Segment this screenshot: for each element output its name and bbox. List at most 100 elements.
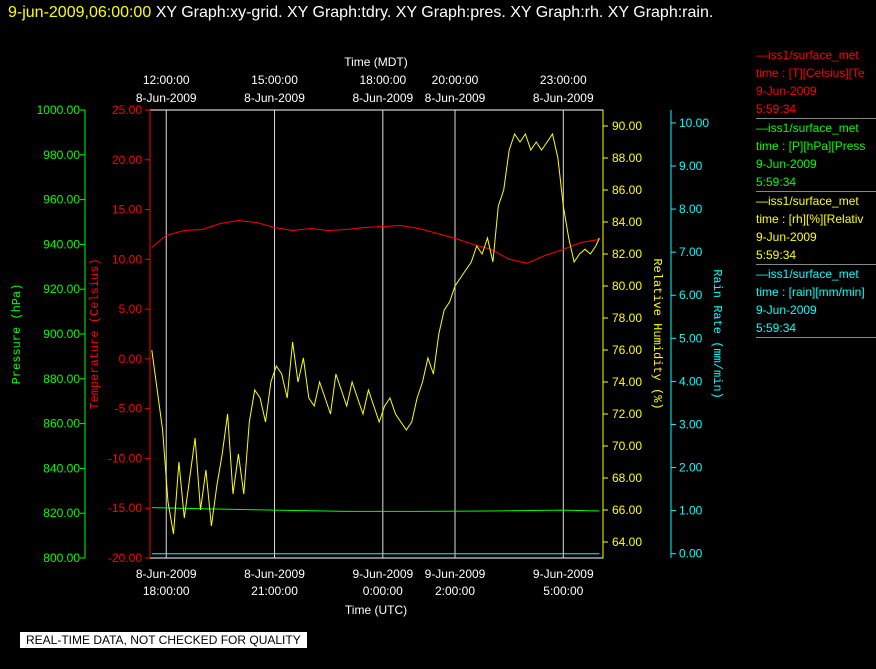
- rain-tick-label-4: 6.00: [679, 288, 703, 302]
- legend-separator: [756, 264, 876, 265]
- legend-name: —iss1/surface_met: [756, 48, 859, 62]
- humidity-tick-label-5: 80.00: [612, 279, 642, 293]
- humidity-tick-label-3: 84.00: [612, 215, 642, 229]
- pressure-tick-label-2: 960.00: [43, 193, 80, 207]
- rain-tick-label-7: 3.00: [679, 417, 703, 431]
- rain-tick-label-9: 1.00: [679, 504, 703, 518]
- pressure-tick-label-8: 840.00: [43, 461, 80, 475]
- legend-separator: [756, 337, 876, 338]
- humidity-tick-label-4: 82.00: [612, 247, 642, 261]
- rain-tick-label-2: 8.00: [679, 202, 703, 216]
- legend-var: time : [T][Celsius][Te: [756, 66, 865, 80]
- top-tick-time-4: 23:00:00: [540, 73, 587, 87]
- humidity-tick-label-0: 90.00: [612, 119, 642, 133]
- bottom-tick-time-3: 2:00:00: [435, 584, 475, 598]
- bottom-tick-time-1: 21:00:00: [251, 584, 298, 598]
- legend-separator: [756, 118, 876, 119]
- bottom-tick-date-1: 8-Jun-2009: [244, 567, 305, 581]
- humidity-tick-label-10: 70.00: [612, 439, 642, 453]
- humidity-tick-label-13: 64.00: [612, 535, 642, 549]
- top-tick-date-0: 8-Jun-2009: [136, 91, 197, 105]
- legend-name: —iss1/surface_met: [756, 121, 859, 135]
- humidity-tick-label-2: 86.00: [612, 183, 642, 197]
- temperature-tick-label-1: 20.00: [112, 153, 142, 167]
- quality-notice: REAL-TIME DATA, NOT CHECKED FOR QUALITY: [20, 632, 307, 648]
- top-tick-time-1: 15:00:00: [251, 73, 298, 87]
- legend-entry-1: —iss1/surface_met time : [P][hPa][Press 9-…: [756, 119, 876, 192]
- legend-separator: [756, 191, 876, 192]
- bottom-tick-time-2: 0:00:00: [363, 584, 403, 598]
- temperature-tick-label-9: -20.00: [108, 551, 142, 565]
- top-tick-time-3: 20:00:00: [432, 73, 479, 87]
- bottom-tick-date-3: 9-Jun-2009: [425, 567, 486, 581]
- bottom-tick-date-4: 9-Jun-2009: [533, 567, 594, 581]
- title-graph-list: XY Graph:xy-grid. XY Graph:tdry. XY Grap…: [155, 4, 714, 21]
- humidity-tick-label-6: 78.00: [612, 311, 642, 325]
- bottom-axis-label: Time (UTC): [345, 603, 407, 617]
- title-date-time: 9-jun-2009,06:00:00: [8, 4, 152, 21]
- legend: —iss1/surface_met time : [T][Celsius][Te 9…: [756, 46, 876, 338]
- legend-name: —iss1/surface_met: [756, 194, 859, 208]
- pressure-tick-label-3: 940.00: [43, 237, 80, 251]
- legend-date: 9-Jun-2009: [756, 84, 817, 98]
- rain-tick-label-5: 5.00: [679, 331, 703, 345]
- pressure-tick-label-6: 880.00: [43, 372, 80, 386]
- legend-name: —iss1/surface_met: [756, 267, 859, 281]
- top-tick-time-0: 12:00:00: [143, 73, 190, 87]
- series-line-rh: [151, 132, 600, 535]
- plot-frame: [149, 109, 604, 559]
- series-line-pressure: [151, 507, 600, 512]
- legend-date: 9-Jun-2009: [756, 157, 817, 171]
- bottom-tick-date-0: 8-Jun-2009: [136, 567, 197, 581]
- top-axis-label: Time (MDT): [344, 55, 408, 69]
- temperature-tick-label-5: 0.00: [119, 352, 143, 366]
- humidity-tick-label-7: 76.00: [612, 343, 642, 357]
- top-tick-date-1: 8-Jun-2009: [244, 91, 305, 105]
- rain-tick-label-3: 7.00: [679, 245, 703, 259]
- rain-axis-title: Rain Rate (mm/min): [710, 269, 724, 399]
- legend-var: time : [rh][%][Relativ: [756, 212, 864, 226]
- temperature-tick-label-3: 10.00: [112, 252, 142, 266]
- pressure-tick-label-5: 900.00: [43, 327, 80, 341]
- humidity-tick-label-11: 68.00: [612, 471, 642, 485]
- pressure-tick-label-4: 920.00: [43, 282, 80, 296]
- humidity-tick-label-8: 74.00: [612, 375, 642, 389]
- temperature-tick-label-8: -15.00: [108, 501, 142, 515]
- temperature-tick-label-6: -5.00: [115, 402, 143, 416]
- top-tick-date-4: 8-Jun-2009: [533, 91, 594, 105]
- legend-time: 5:59:34: [756, 102, 797, 116]
- legend-time: 5:59:34: [756, 175, 797, 189]
- temperature-tick-label-7: -10.00: [108, 451, 142, 465]
- temperature-axis-title: Temperature (Celsius): [88, 258, 102, 409]
- pressure-tick-label-10: 800.00: [43, 551, 80, 565]
- temperature-tick-label-0: 25.00: [112, 103, 142, 117]
- humidity-tick-label-9: 72.00: [612, 407, 642, 421]
- series-line-temperature: [151, 219, 600, 264]
- rain-tick-label-6: 4.00: [679, 374, 703, 388]
- pressure-tick-label-1: 980.00: [43, 148, 80, 162]
- pressure-tick-label-9: 820.00: [43, 506, 80, 520]
- temperature-tick-label-4: 5.00: [119, 302, 143, 316]
- rain-tick-label-1: 9.00: [679, 159, 703, 173]
- temperature-tick-label-2: 15.00: [112, 203, 142, 217]
- legend-time: 5:59:34: [756, 248, 797, 262]
- top-tick-date-2: 8-Jun-2009: [352, 91, 413, 105]
- legend-time: 5:59:34: [756, 321, 797, 335]
- pressure-tick-label-7: 860.00: [43, 417, 80, 431]
- bottom-tick-time-0: 18:00:00: [143, 584, 190, 598]
- graph-title-bar: 9-jun-2009,06:00:00 XY Graph:xy-grid. XY…: [8, 4, 713, 22]
- pressure-tick-label-0: 1000.00: [37, 103, 81, 117]
- humidity-axis-title: Relative Humidity (%): [650, 258, 664, 409]
- pressure-axis-title: Pressure (hPa): [10, 284, 24, 385]
- legend-date: 9-Jun-2009: [756, 303, 817, 317]
- bottom-tick-time-4: 5:00:00: [543, 584, 583, 598]
- top-tick-time-2: 18:00:00: [359, 73, 406, 87]
- legend-date: 9-Jun-2009: [756, 230, 817, 244]
- rain-tick-label-10: 0.00: [679, 547, 703, 561]
- rain-tick-label-0: 10.00: [679, 116, 709, 130]
- bottom-tick-date-2: 9-Jun-2009: [352, 567, 413, 581]
- humidity-tick-label-12: 66.00: [612, 503, 642, 517]
